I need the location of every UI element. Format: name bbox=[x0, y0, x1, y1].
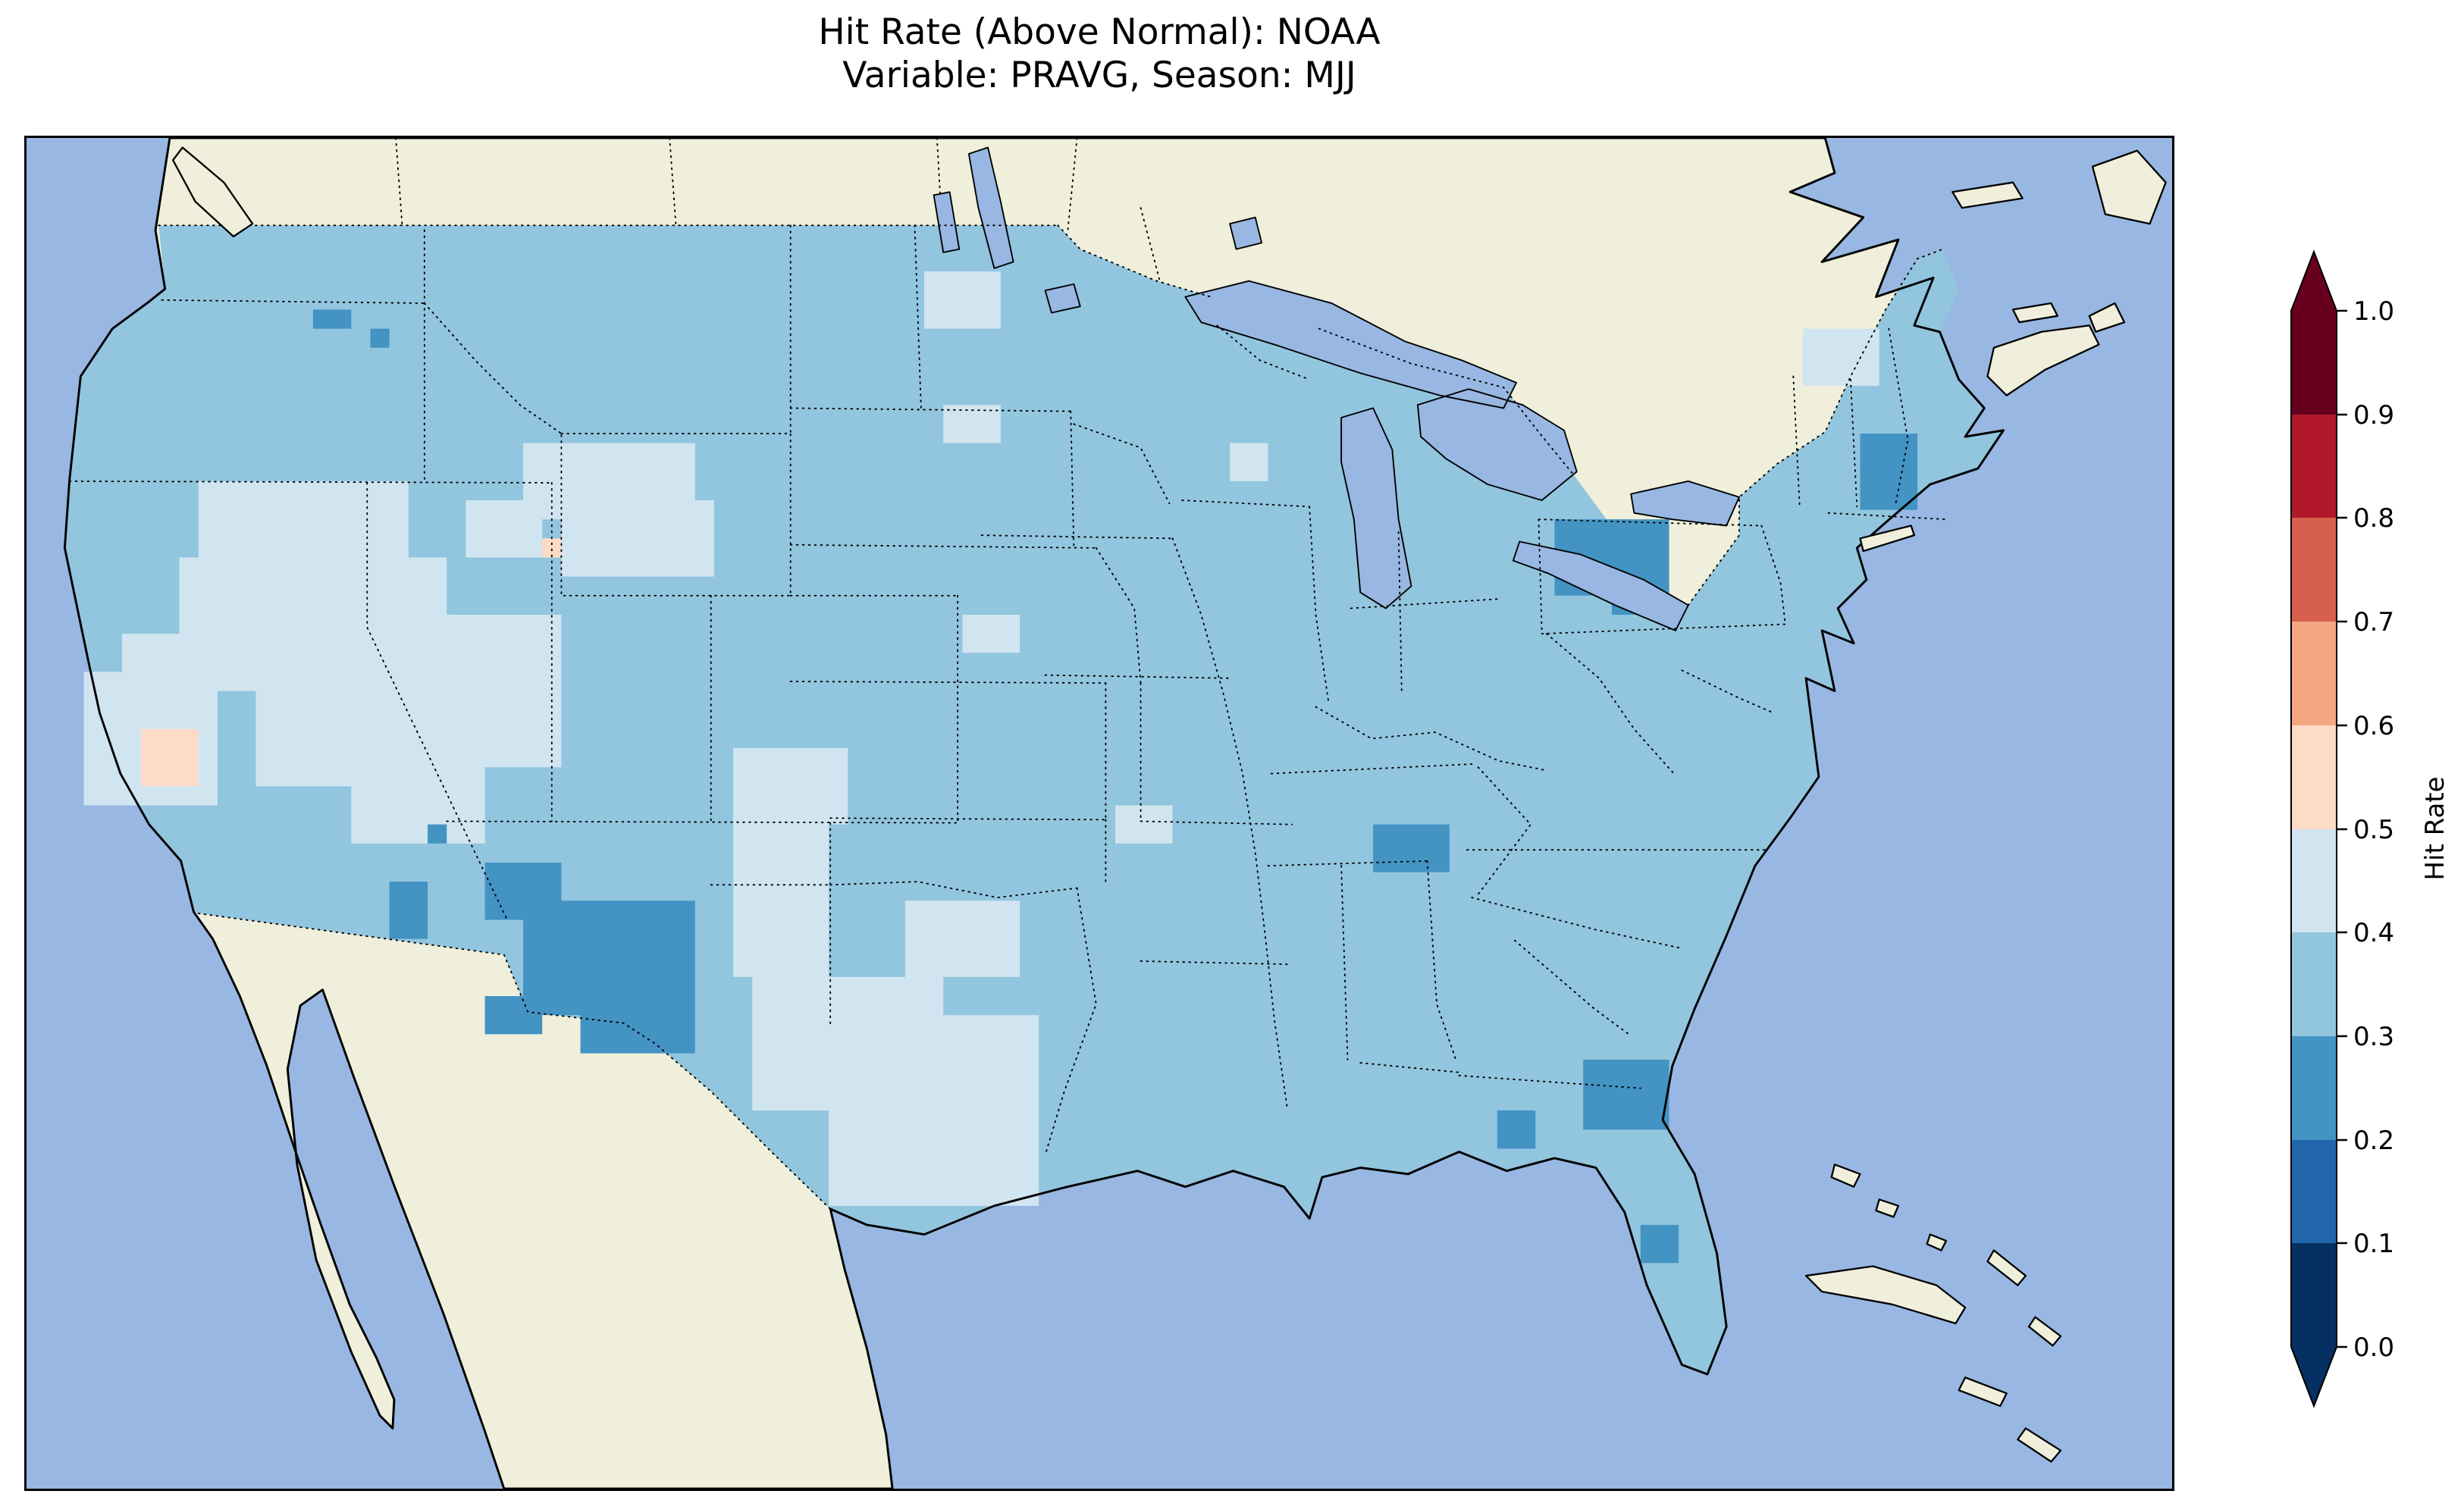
colorbar-tick-label: 0.5 bbox=[2353, 815, 2394, 845]
figure-title-line2: Variable: PRAVG, Season: MJJ bbox=[842, 55, 1356, 97]
map-panel bbox=[24, 136, 2174, 1491]
province-borders bbox=[395, 138, 1161, 282]
colorbar-bin-01-02 bbox=[2291, 1140, 2337, 1243]
colorbar-ticks bbox=[2337, 309, 2347, 1348]
colorbar: 1.0 0.9 0.8 0.7 0.6 0.5 0.4 0.3 0.2 0.1 … bbox=[2290, 250, 2394, 1408]
caribbean-islands bbox=[1804, 1164, 2062, 1463]
colorbar-over-arrow bbox=[2291, 252, 2337, 311]
colorbar-tick-label: 0.1 bbox=[2353, 1229, 2394, 1259]
figure-title: Hit Rate (Above Normal): NOAA Variable: … bbox=[24, 11, 2174, 98]
coastline bbox=[63, 138, 2005, 1489]
colorbar-tick-label: 0.3 bbox=[2353, 1022, 2394, 1052]
state-borders bbox=[68, 224, 1947, 1156]
hit-rate-cells-05-06 bbox=[141, 538, 562, 787]
colorbar-bin-07-08 bbox=[2291, 518, 2337, 622]
colorbar-under-arrow bbox=[2291, 1347, 2337, 1406]
great-lakes-and-canada-lakes bbox=[933, 146, 1740, 631]
conus-map-svg bbox=[27, 138, 2172, 1489]
offshore-islands bbox=[171, 146, 2167, 553]
colorbar-bin-05-06 bbox=[2291, 725, 2337, 829]
colorbar-tick-label: 0.6 bbox=[2353, 711, 2394, 741]
hit-rate-cells-04-05 bbox=[83, 271, 1879, 1206]
international-borders bbox=[158, 224, 1944, 1210]
figure-title-line1: Hit Rate (Above Normal): NOAA bbox=[818, 11, 1381, 53]
colorbar-tick-label: 0.4 bbox=[2353, 918, 2394, 948]
colorbar-tick-label: 0.8 bbox=[2353, 503, 2394, 534]
colorbar-bin-03-04 bbox=[2291, 932, 2337, 1036]
colorbar-tick-label: 1.0 bbox=[2353, 296, 2394, 327]
colorbar-tick-label: 0.9 bbox=[2353, 400, 2394, 431]
colorbar-bin-02-03 bbox=[2291, 1036, 2337, 1140]
colorbar-label: Hit Rate bbox=[2420, 776, 2450, 881]
colorbar-tick-label: 0.7 bbox=[2353, 607, 2394, 637]
colorbar-bin-08-09 bbox=[2291, 415, 2337, 518]
colorbar-tick-label: 0.0 bbox=[2353, 1333, 2394, 1363]
colorbar-bin-06-07 bbox=[2291, 622, 2337, 725]
colorbar-bin-00-01 bbox=[2291, 1243, 2337, 1347]
colorbar-tick-label: 0.2 bbox=[2353, 1126, 2394, 1156]
colorbar-bin-09-10 bbox=[2291, 311, 2337, 415]
colorbar-bin-04-05 bbox=[2291, 829, 2337, 932]
